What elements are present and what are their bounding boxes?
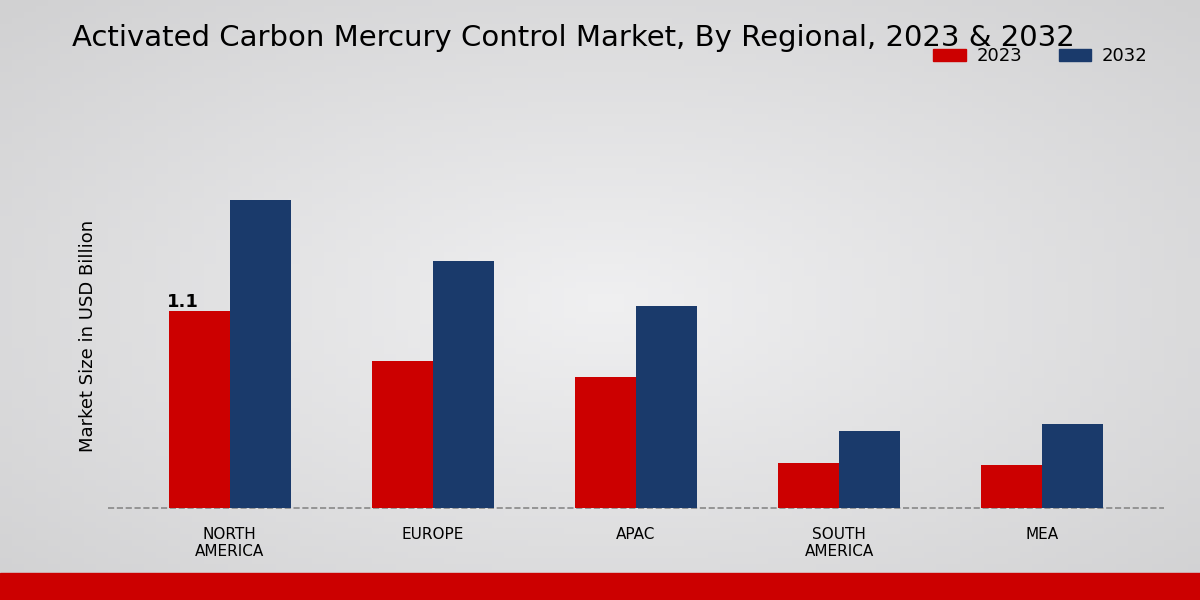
Legend: 2023, 2032: 2023, 2032 [926, 40, 1154, 73]
Bar [839, 431, 900, 508]
Bar [433, 261, 494, 508]
Bar [372, 361, 433, 508]
Bar [636, 305, 697, 508]
Y-axis label: Market Size in USD Billion: Market Size in USD Billion [79, 220, 97, 452]
Bar [230, 200, 290, 508]
Bar [982, 465, 1042, 508]
Text: 1.1: 1.1 [167, 293, 199, 311]
Bar [169, 311, 230, 508]
Text: Activated Carbon Mercury Control Market, By Regional, 2023 & 2032: Activated Carbon Mercury Control Market,… [72, 24, 1075, 52]
Bar [1042, 424, 1103, 508]
Bar [575, 377, 636, 508]
Bar [778, 463, 839, 508]
